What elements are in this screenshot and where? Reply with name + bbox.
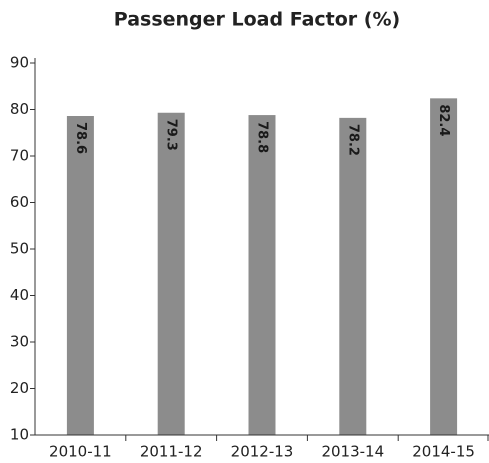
- value-label: 82.4: [436, 104, 451, 136]
- value-label: 79.3: [164, 119, 179, 151]
- x-tick-label: 2012-13: [231, 443, 294, 461]
- bar: [248, 115, 276, 435]
- y-tick-label: 60: [10, 193, 29, 211]
- x-tick-label: 2011-12: [140, 443, 203, 461]
- bar: [339, 117, 367, 436]
- y-tick-label: 40: [10, 286, 29, 304]
- value-label: 78.8: [255, 121, 270, 153]
- x-tick-label: 2013-14: [321, 443, 384, 461]
- y-tick-label: 30: [10, 333, 29, 351]
- x-tick-label: 2014-15: [412, 443, 475, 461]
- y-tick-label: 10: [10, 426, 29, 444]
- y-tick-label: 50: [10, 240, 29, 258]
- y-tick-label: 20: [10, 379, 29, 397]
- bar: [157, 112, 185, 435]
- y-tick-label: 90: [10, 54, 29, 72]
- x-tick-label: 2010-11: [49, 443, 112, 461]
- y-tick-label: 80: [10, 100, 29, 118]
- value-label: 78.2: [345, 124, 360, 156]
- bar: [430, 98, 458, 435]
- value-label: 78.6: [73, 122, 88, 154]
- bar: [66, 116, 94, 435]
- y-tick-label: 70: [10, 147, 29, 165]
- chart-title: Passenger Load Factor (%): [114, 9, 400, 31]
